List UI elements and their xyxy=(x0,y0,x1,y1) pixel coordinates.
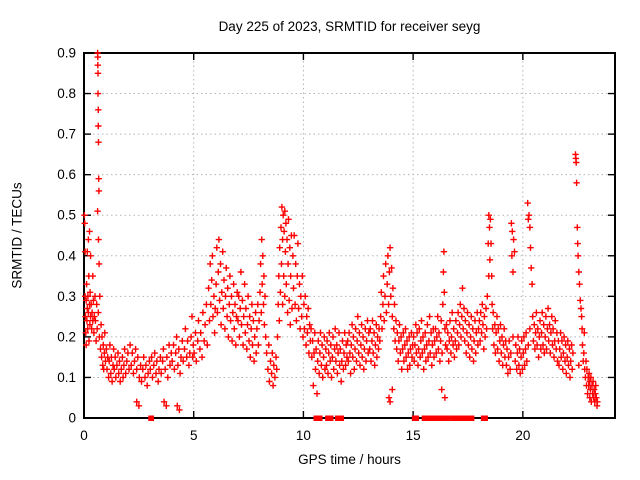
svg-text:15: 15 xyxy=(406,428,421,443)
tick-marks xyxy=(83,52,615,419)
svg-text:0.7: 0.7 xyxy=(57,127,76,142)
svg-text:5: 5 xyxy=(190,428,198,443)
svg-text:0.2: 0.2 xyxy=(57,329,76,344)
x-axis-label: GPS time / hours xyxy=(298,452,401,467)
plot-border xyxy=(83,52,616,419)
scatter-points xyxy=(81,49,601,414)
svg-text:10: 10 xyxy=(296,428,311,443)
svg-text:0.1: 0.1 xyxy=(57,370,76,385)
svg-text:0.9: 0.9 xyxy=(57,46,76,61)
svg-text:0.5: 0.5 xyxy=(57,208,76,223)
svg-text:0.8: 0.8 xyxy=(57,86,76,101)
svg-text:0: 0 xyxy=(80,428,88,443)
y-tick-labels: 0 0.1 0.2 0.3 0.4 0.5 0.6 0.7 0.8 0.9 xyxy=(57,46,76,426)
zero-markers xyxy=(148,415,488,421)
svg-text:0: 0 xyxy=(68,411,76,426)
svg-text:0.3: 0.3 xyxy=(57,289,76,304)
svg-text:0.6: 0.6 xyxy=(57,167,76,182)
svg-text:20: 20 xyxy=(515,428,530,443)
chart-title: Day 225 of 2023, SRMTID for receiver sey… xyxy=(218,19,481,34)
svg-text:0.4: 0.4 xyxy=(57,248,76,263)
gridlines xyxy=(83,52,615,419)
x-tick-labels: 0 5 10 15 20 xyxy=(80,428,530,443)
